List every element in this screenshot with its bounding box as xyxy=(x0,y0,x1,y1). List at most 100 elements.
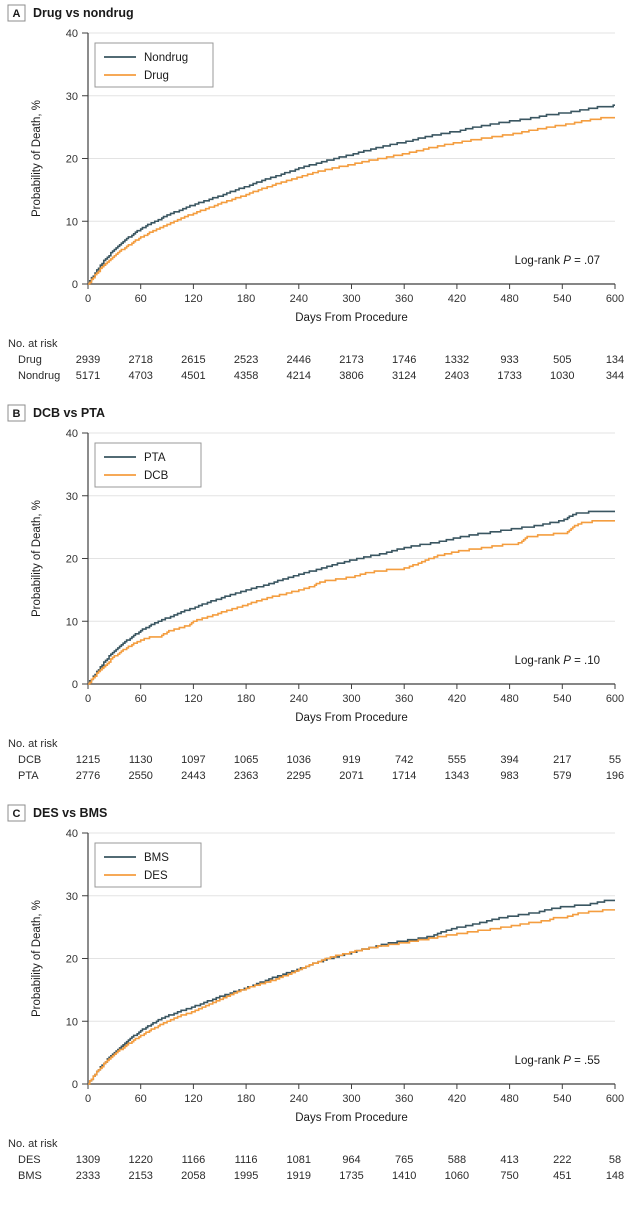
x-tick-label: 600 xyxy=(606,693,624,705)
x-tick-label: 120 xyxy=(184,1093,202,1105)
risk-value: 750 xyxy=(500,1170,518,1182)
panel-letter: B xyxy=(13,408,21,420)
risk-value: 2058 xyxy=(181,1170,205,1182)
y-tick-label: 0 xyxy=(72,1079,78,1091)
km-curve-pta xyxy=(88,510,615,685)
x-tick-label: 420 xyxy=(448,1093,466,1105)
legend-label-nondrug: Nondrug xyxy=(144,52,188,64)
risk-value: 2939 xyxy=(76,354,100,366)
risk-value: 1735 xyxy=(339,1170,363,1182)
x-tick-label: 600 xyxy=(606,1093,624,1105)
risk-row-label-nondrug: Nondrug xyxy=(18,370,60,382)
y-tick-label: 30 xyxy=(66,91,78,103)
risk-value: 1332 xyxy=(445,354,469,366)
risk-value: 2153 xyxy=(128,1170,152,1182)
km-curve-dcb xyxy=(88,520,615,685)
legend-label-dcb: DCB xyxy=(144,470,169,482)
risk-value: 413 xyxy=(500,1154,518,1166)
risk-table-header: No. at risk xyxy=(8,1138,58,1150)
panel-title: Drug vs nondrug xyxy=(33,6,134,20)
x-axis-title: Days From Procedure xyxy=(295,712,407,724)
y-axis-title: Probability of Death, % xyxy=(31,100,43,217)
km-curve-nondrug xyxy=(88,104,615,285)
risk-value: 1919 xyxy=(287,1170,311,1182)
risk-value: 1097 xyxy=(181,754,205,766)
x-tick-label: 60 xyxy=(135,293,147,305)
x-tick-label: 120 xyxy=(184,693,202,705)
risk-value: 2443 xyxy=(181,770,205,782)
risk-row-label-dcb: DCB xyxy=(18,754,41,766)
logrank-p-value: Log-rank P = .07 xyxy=(515,255,600,267)
y-tick-label: 0 xyxy=(72,279,78,291)
risk-value: 2071 xyxy=(339,770,363,782)
x-tick-label: 0 xyxy=(85,293,91,305)
risk-value: 4703 xyxy=(128,370,152,382)
y-tick-label: 10 xyxy=(66,216,78,228)
panel-title: DES vs BMS xyxy=(33,806,107,820)
y-tick-label: 20 xyxy=(66,954,78,966)
y-tick-label: 20 xyxy=(66,154,78,166)
risk-value: 55 xyxy=(609,754,621,766)
logrank-suffix: = .10 xyxy=(571,655,600,667)
risk-value: 505 xyxy=(553,354,571,366)
x-tick-label: 360 xyxy=(395,1093,413,1105)
panel-title: DCB vs PTA xyxy=(33,406,105,420)
risk-value: 555 xyxy=(448,754,466,766)
x-tick-label: 360 xyxy=(395,293,413,305)
x-tick-label: 420 xyxy=(448,293,466,305)
x-axis-title: Days From Procedure xyxy=(295,312,407,324)
risk-value: 2718 xyxy=(128,354,152,366)
y-tick-label: 30 xyxy=(66,891,78,903)
x-tick-label: 0 xyxy=(85,693,91,705)
y-tick-label: 0 xyxy=(72,679,78,691)
risk-value: 148 xyxy=(606,1170,624,1182)
logrank-prefix: Log-rank xyxy=(515,255,564,267)
risk-value: 1343 xyxy=(445,770,469,782)
logrank-suffix: = .07 xyxy=(571,255,600,267)
risk-value: 2446 xyxy=(287,354,311,366)
y-tick-label: 40 xyxy=(66,428,78,440)
risk-value: 3124 xyxy=(392,370,416,382)
logrank-prefix: Log-rank xyxy=(515,1055,564,1067)
risk-value: 919 xyxy=(342,754,360,766)
panel-letter-box xyxy=(7,4,26,22)
x-tick-label: 540 xyxy=(553,693,571,705)
x-tick-label: 60 xyxy=(135,1093,147,1105)
risk-value: 4358 xyxy=(234,370,258,382)
risk-value: 1714 xyxy=(392,770,416,782)
risk-value: 1065 xyxy=(234,754,258,766)
logrank-p-value: Log-rank P = .10 xyxy=(515,655,600,667)
x-axis-title: Days From Procedure xyxy=(295,1112,407,1124)
legend-label-bms: BMS xyxy=(144,852,169,864)
panel-a-drug-vs-nondrug: A Drug vs nondrug 0 10 20 30 40 Probability of … xyxy=(0,0,630,400)
risk-value: 1116 xyxy=(235,1154,258,1166)
legend-box xyxy=(94,842,202,888)
x-tick-label: 240 xyxy=(290,1093,308,1105)
x-tick-label: 480 xyxy=(500,293,518,305)
risk-row-label-pta: PTA xyxy=(18,770,39,782)
km-curve-des xyxy=(88,909,615,1085)
risk-value: 1215 xyxy=(76,754,100,766)
risk-value: 2776 xyxy=(76,770,100,782)
risk-table-header: No. at risk xyxy=(8,738,58,750)
risk-value: 1309 xyxy=(76,1154,100,1166)
x-tick-label: 0 xyxy=(85,1093,91,1105)
x-tick-label: 480 xyxy=(500,1093,518,1105)
risk-value: 1995 xyxy=(234,1170,258,1182)
x-tick-label: 180 xyxy=(237,1093,255,1105)
risk-value: 933 xyxy=(500,354,518,366)
x-tick-label: 300 xyxy=(342,1093,360,1105)
x-tick-label: 300 xyxy=(342,693,360,705)
risk-value: 4501 xyxy=(181,370,205,382)
y-axis-title: Probability of Death, % xyxy=(31,900,43,1017)
km-curve-drug xyxy=(88,116,615,285)
x-tick-label: 300 xyxy=(342,293,360,305)
km-chart-dcb-vs-pta: B DCB vs PTA 0 10 20 30 40 Probability of Death… xyxy=(0,400,630,800)
x-tick-label: 540 xyxy=(553,293,571,305)
y-tick-label: 30 xyxy=(66,491,78,503)
risk-value: 134 xyxy=(606,354,624,366)
x-tick-label: 600 xyxy=(606,293,624,305)
legend-label-drug: Drug xyxy=(144,70,169,82)
x-tick-label: 180 xyxy=(237,693,255,705)
risk-value: 1410 xyxy=(392,1170,416,1182)
